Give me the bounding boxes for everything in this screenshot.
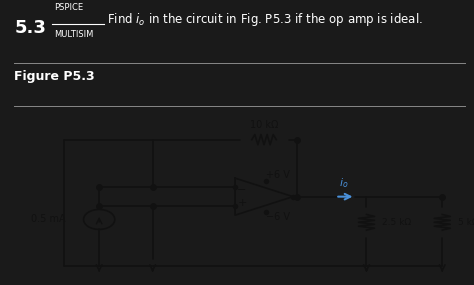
Text: $i_o$: $i_o$ <box>339 177 349 190</box>
Text: −6 V: −6 V <box>266 212 290 222</box>
Text: Figure P5.3: Figure P5.3 <box>14 70 95 84</box>
Text: Find $i_o$ in the circuit in Fig. P5.3 if the op amp is ideal.: Find $i_o$ in the circuit in Fig. P5.3 i… <box>107 11 422 28</box>
Text: +6 V: +6 V <box>266 170 290 180</box>
Text: 10 kΩ: 10 kΩ <box>250 120 278 130</box>
Text: +: + <box>237 198 246 208</box>
Text: 5 kΩ: 5 kΩ <box>458 218 474 227</box>
Text: −: − <box>237 185 246 195</box>
Text: 2.5 kΩ: 2.5 kΩ <box>382 218 411 227</box>
Text: PSPICE: PSPICE <box>55 3 83 12</box>
Text: 0.5 mA: 0.5 mA <box>31 214 66 225</box>
Text: 5.3: 5.3 <box>14 19 46 38</box>
Text: MULTISIM: MULTISIM <box>55 30 94 39</box>
